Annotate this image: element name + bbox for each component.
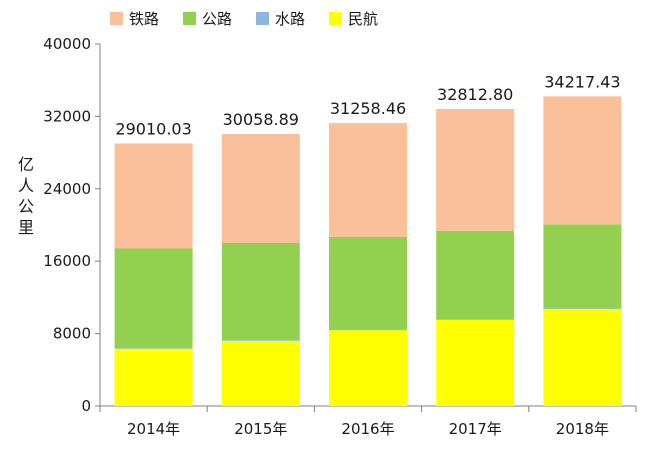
bar-segment — [329, 330, 407, 406]
x-tick-label: 2018年 — [556, 420, 609, 438]
bar-total-label: 31258.46 — [330, 99, 406, 118]
bar-segment — [543, 96, 622, 225]
bar-segment — [221, 340, 300, 341]
legend-label: 公路 — [202, 10, 232, 28]
y-axis-label-char: 亿 — [18, 155, 34, 174]
y-tick-label: 0 — [81, 397, 91, 415]
bar-segment — [543, 224, 622, 309]
bar-total-label: 29010.03 — [115, 119, 191, 138]
bar-segment — [114, 248, 193, 349]
bar-segment — [329, 123, 407, 237]
y-tick-label: 24000 — [43, 180, 91, 198]
y-axis-label-char: 人 — [18, 176, 34, 195]
bar-segment — [114, 348, 193, 349]
bar-segment — [543, 309, 622, 406]
x-tick-label: 2015年 — [234, 420, 287, 438]
legend-swatch — [329, 12, 342, 25]
bar-segment — [436, 319, 515, 320]
bar-total-label: 30058.89 — [223, 110, 299, 129]
bar-totals: 29010.03 30058.89 31258.46 32812.80 34217.43 — [115, 72, 620, 138]
legend: 铁路 公路 水路 民航 — [110, 10, 378, 28]
y-axis: 0 8000 16000 24000 32000 40000 — [43, 35, 101, 415]
bar-segment — [436, 109, 515, 231]
bar-segment — [221, 242, 300, 341]
bar-segment — [436, 319, 515, 406]
x-tick-label: 2017年 — [449, 420, 502, 438]
x-tick-label: 2014年 — [127, 420, 180, 438]
bar-total-label: 34217.43 — [544, 72, 620, 91]
legend-label: 铁路 — [129, 10, 159, 28]
bar-segment — [436, 230, 515, 320]
y-tick-label: 32000 — [43, 107, 91, 125]
y-axis-label-char: 公 — [18, 197, 34, 216]
y-tick-label: 8000 — [53, 325, 91, 343]
bar-segment — [114, 348, 193, 406]
bar-segment — [329, 329, 407, 331]
bar-segment — [221, 340, 300, 406]
bar-segment — [221, 133, 300, 243]
bar-total-label: 32812.80 — [437, 85, 513, 104]
y-tick-label: 40000 — [43, 35, 91, 53]
bars — [114, 96, 622, 406]
bar-segment — [114, 143, 193, 249]
legend-swatch — [110, 12, 123, 25]
bar-segment — [543, 308, 622, 310]
legend-swatch — [256, 12, 269, 25]
y-tick-label: 16000 — [43, 252, 91, 270]
x-tick-label: 2016年 — [341, 420, 394, 438]
y-axis-label-char: 里 — [18, 218, 34, 237]
legend-swatch — [183, 12, 196, 25]
legend-label: 民航 — [348, 10, 378, 28]
legend-label: 水路 — [275, 10, 305, 28]
x-axis: 2014年 2015年 2016年 2017年 2018年 — [99, 405, 637, 438]
bar-segment — [329, 236, 407, 330]
